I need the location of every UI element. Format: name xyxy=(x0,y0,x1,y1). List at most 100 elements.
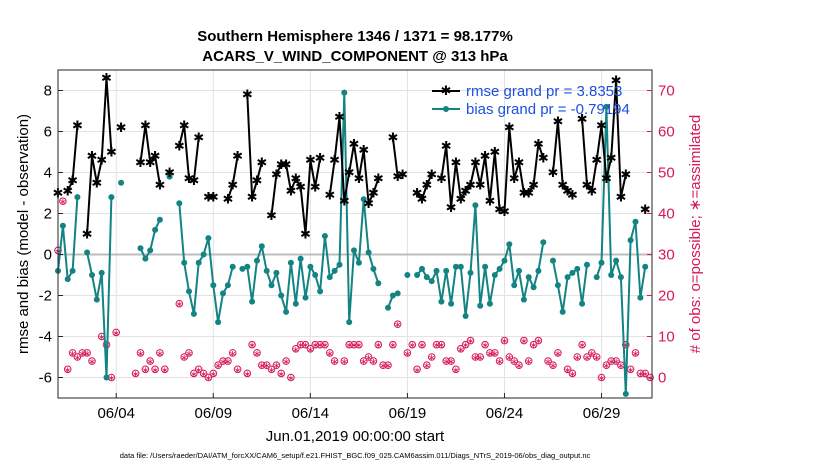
obs-assimilated-point: ∗ xyxy=(452,366,460,376)
bias-point xyxy=(93,296,100,303)
obs-assimilated-point: ∗ xyxy=(307,345,315,355)
obs-assimilated-point: ∗ xyxy=(311,341,319,351)
obs-possible-point xyxy=(311,340,320,349)
bias-point xyxy=(584,261,590,268)
bias-point xyxy=(477,302,484,309)
rmse-line xyxy=(139,124,161,185)
x-axis-ticks: 06/04 06/09 06/14 06/19 06/24 06/29 xyxy=(97,393,620,422)
bias-point xyxy=(64,276,71,283)
obs-assimilated-point: ∗ xyxy=(176,300,184,310)
obs-assimilated-point: ∗ xyxy=(355,341,363,351)
bias-point xyxy=(603,103,610,110)
obs-possible-point xyxy=(602,361,611,370)
bias-point xyxy=(525,274,532,281)
obs-possible-point xyxy=(190,369,198,378)
obs-possible-point xyxy=(359,357,368,365)
bias-point xyxy=(326,274,333,281)
rmse-point: ✱ xyxy=(368,187,379,202)
obs-possible-point xyxy=(219,357,227,365)
obs-possible-point xyxy=(296,340,305,349)
obs-possible-point xyxy=(636,369,645,378)
obs-assimilated-point: ∗ xyxy=(637,370,645,380)
obs-assimilated-point: ∗ xyxy=(588,349,596,359)
bias-point xyxy=(249,298,256,305)
bias-point xyxy=(452,263,459,270)
rmse-point: ✱ xyxy=(179,119,190,134)
obs-assimilated-point: ∗ xyxy=(277,370,285,380)
bias-point xyxy=(482,263,489,270)
obs-assimilated-point: ∗ xyxy=(476,354,484,364)
obs-assimilated-point: ∗ xyxy=(137,349,145,359)
obs-possible-point xyxy=(646,373,654,382)
obs-assimilated-point: ∗ xyxy=(214,362,222,372)
obs-assimilated-point: ∗ xyxy=(622,341,630,351)
y2-axis-ticks: 0 10 20 30 40 50 60 70 xyxy=(647,83,675,387)
obs-assimilated-point: ∗ xyxy=(583,354,591,364)
bias-point xyxy=(312,272,319,278)
obs-assimilated-point: ∗ xyxy=(578,341,586,351)
obs-possible-point xyxy=(432,340,441,349)
obs-assimilated-point: ∗ xyxy=(142,366,150,376)
obs-possible-point xyxy=(384,361,392,370)
rmse-point: ✱ xyxy=(504,121,515,136)
obs-possible-point xyxy=(568,369,577,378)
obs-assimilated-point: ∗ xyxy=(180,354,188,364)
obs-possible-point xyxy=(326,349,334,357)
obs-possible-point xyxy=(214,361,222,370)
rmse-point: ✱ xyxy=(62,185,73,200)
bias-point xyxy=(579,300,586,307)
rmse-point: ✱ xyxy=(528,178,539,193)
rmse-line xyxy=(86,77,113,235)
obs-possible-point xyxy=(131,369,140,378)
rmse-point: ✱ xyxy=(567,189,578,204)
obs-assimilated-point: ∗ xyxy=(598,374,606,384)
obs-assimilated-point: ∗ xyxy=(423,362,431,372)
obs-assimilated-point: ∗ xyxy=(210,370,218,380)
bias-point xyxy=(423,274,430,281)
obs-assimilated-point: ∗ xyxy=(69,349,77,359)
obs-possible-point xyxy=(63,365,72,374)
obs-possible-point xyxy=(597,373,606,382)
x-axis-label: Jun.01,2019 00:00:00 start xyxy=(266,428,445,445)
obs-possible-point xyxy=(578,340,586,349)
rmse-point: ✱ xyxy=(188,174,199,189)
y2-tick-label: 60 xyxy=(658,124,675,141)
bias-point xyxy=(632,218,639,225)
obs-assimilated-point: ∗ xyxy=(132,370,140,380)
rmse-point: ✱ xyxy=(353,172,364,187)
obs-possible-point xyxy=(447,357,455,365)
obs-possible-point xyxy=(413,365,421,374)
obs-assimilated-point: ∗ xyxy=(331,358,339,368)
obs-possible-point xyxy=(330,357,339,365)
rmse-line xyxy=(440,126,545,213)
obs-possible-point xyxy=(141,365,150,374)
obs-assimilated-point: ∗ xyxy=(632,349,640,359)
bias-point xyxy=(297,255,304,262)
bias-point xyxy=(108,194,115,201)
obs-possible-point xyxy=(78,349,87,357)
obs-assimilated-point: ∗ xyxy=(200,370,208,380)
obs-possible-point xyxy=(452,365,460,374)
obs-assimilated-point: ∗ xyxy=(350,341,358,351)
rmse-point: ✱ xyxy=(329,154,340,169)
bias-series xyxy=(55,89,649,397)
bias-point xyxy=(307,263,314,270)
obs-assimilated-point: ∗ xyxy=(617,362,625,372)
obs-assimilated-point: ∗ xyxy=(244,370,252,380)
obs-possible-point xyxy=(355,340,363,349)
y2-tick-label: 30 xyxy=(658,247,675,264)
rmse-point: ✱ xyxy=(315,152,326,167)
obs-assimilated-point: ∗ xyxy=(229,349,237,359)
rmse-point: ✱ xyxy=(387,131,398,146)
obs-possible-point xyxy=(301,340,310,349)
obs-assimilated-point: ∗ xyxy=(413,366,421,376)
obs-assimilated-point: ∗ xyxy=(428,354,436,364)
obs-possible-point xyxy=(408,340,417,349)
obs-assimilated-point: ∗ xyxy=(219,358,227,368)
bias-point xyxy=(59,222,66,229)
y2-tick-label: 10 xyxy=(658,329,675,346)
bias-line xyxy=(552,260,588,313)
y2-tick-label: 40 xyxy=(658,206,675,223)
obs-assimilated-point: ∗ xyxy=(321,341,329,351)
rmse-point: ✱ xyxy=(203,191,214,206)
